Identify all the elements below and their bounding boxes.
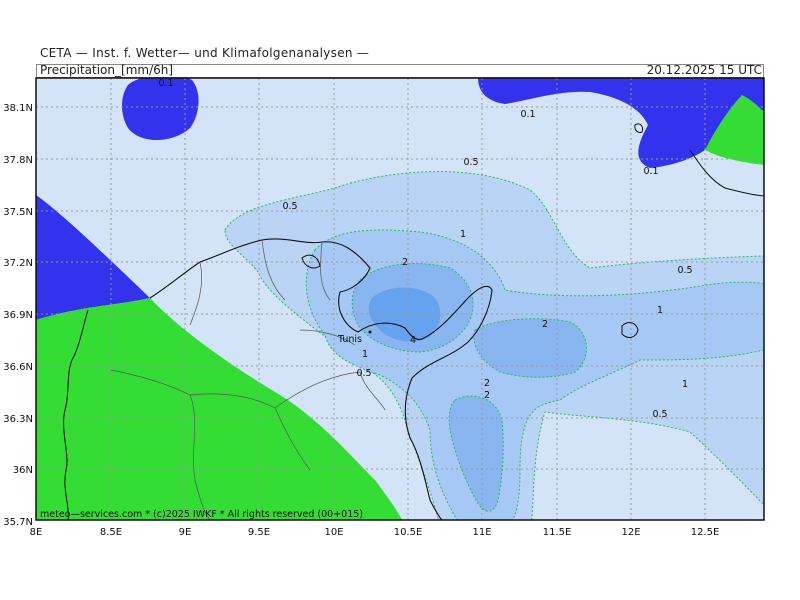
contour-label: 0.1	[643, 166, 658, 177]
contour-label: 0.5	[463, 157, 478, 168]
dry-green-sw	[36, 298, 403, 520]
lat-tick-label: 35.7N	[3, 517, 33, 528]
contour-label: 2	[484, 390, 490, 401]
lon-tick-label: 9E	[179, 527, 192, 538]
lat-tick-label: 37.2N	[3, 258, 33, 269]
lon-tick-label: 10E	[324, 527, 343, 538]
lat-tick-label: 36.6N	[3, 362, 33, 373]
contour-label: 4	[410, 335, 416, 346]
lon-tick-label: 8.5E	[100, 527, 122, 538]
lat-tick-label: 37.5N	[3, 207, 33, 218]
contour-label: 0.5	[282, 201, 297, 212]
city-marker	[368, 330, 372, 334]
contour-label: 0.5	[677, 265, 692, 276]
dry-green-ne	[705, 95, 764, 165]
longitude-ticks: 8E 8.5E 9E 9.5E 10E 10.5E 11E 11.5E 12E 12.5E	[30, 527, 720, 538]
lat-tick-label: 38.1N	[3, 103, 33, 114]
field-2-east	[473, 318, 587, 378]
lon-tick-label: 8E	[30, 527, 43, 538]
regional-borders	[109, 239, 386, 520]
variable-label: Precipitation_[mm/6h]	[40, 63, 174, 77]
graticule	[36, 78, 764, 520]
contour-label: 2	[402, 257, 408, 268]
contour-label: 1	[362, 349, 368, 360]
contour-label: 0.5	[652, 409, 667, 420]
lon-tick-label: 12.5E	[691, 527, 720, 538]
lon-tick-label: 10.5E	[394, 527, 423, 538]
field-2-south	[448, 395, 504, 512]
contour-label: 1	[682, 379, 688, 390]
dry-blue-nw	[122, 78, 199, 140]
contour-label: 1	[460, 229, 466, 240]
contour-label: 2	[542, 319, 548, 330]
dry-blue-ne	[478, 78, 764, 168]
island-pantelleria	[621, 322, 639, 338]
lon-tick-label: 11.5E	[543, 527, 572, 538]
contour-label: 0.5	[356, 368, 371, 379]
island-small-ne	[634, 123, 643, 133]
dry-blue-w	[36, 195, 150, 320]
field-4	[368, 287, 441, 342]
contour-label: 1	[657, 305, 663, 316]
lat-tick-label: 37.8N	[3, 155, 33, 166]
coastline-sicily	[689, 149, 764, 197]
island-zembra	[301, 254, 321, 269]
contour-label: 2	[484, 378, 490, 389]
city-label-tunis: Tunis	[337, 334, 362, 345]
source-title: CETA — Inst. f. Wetter— und Klimafolgena…	[40, 46, 370, 60]
valid-time: 20.12.2025 15 UTC	[646, 63, 762, 77]
map-frame	[35, 77, 765, 521]
copyright-footer: meteo—services.com * (c)2025 IWKF * All …	[40, 509, 363, 520]
lon-tick-label: 11E	[472, 527, 491, 538]
contour-label: 0.1	[158, 78, 173, 89]
latitude-ticks: 38.1N 37.8N 37.5N 37.2N 36.9N 36.6N 36.3N 36N 35…	[3, 103, 33, 528]
contour-label: 0.1	[520, 109, 535, 120]
lat-tick-label: 36.9N	[3, 310, 33, 321]
lat-tick-label: 36.3N	[3, 414, 33, 425]
lon-tick-label: 9.5E	[248, 527, 270, 538]
national-border	[63, 309, 89, 520]
coastline	[149, 238, 493, 520]
lon-tick-label: 12E	[621, 527, 640, 538]
lat-tick-label: 36N	[13, 465, 33, 476]
